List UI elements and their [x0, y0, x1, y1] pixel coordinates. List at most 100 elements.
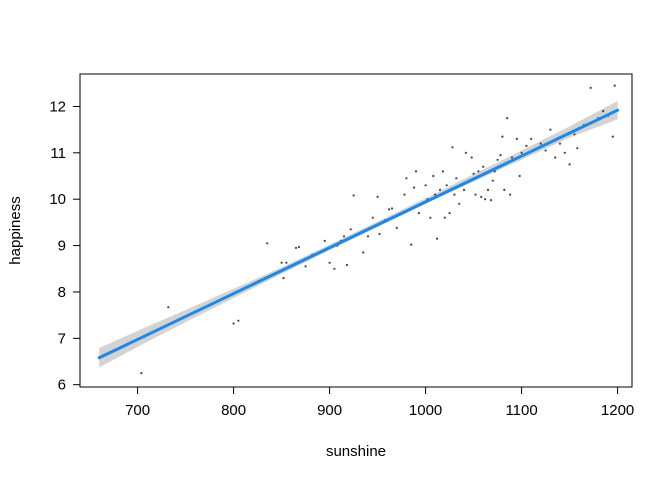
data-point	[417, 212, 420, 215]
data-point	[362, 251, 365, 254]
data-point	[496, 158, 499, 161]
data-point	[443, 216, 446, 219]
data-point	[328, 261, 331, 264]
data-point	[266, 242, 269, 245]
data-point	[405, 177, 408, 180]
x-axis-title: sunshine	[326, 443, 386, 460]
data-point	[390, 207, 394, 210]
data-point	[434, 193, 437, 196]
y-tick-label: 12	[49, 98, 66, 115]
x-tick-label: 1200	[601, 402, 634, 419]
y-tick-label: 8	[58, 284, 66, 301]
data-point	[304, 265, 307, 268]
data-point	[462, 188, 466, 191]
data-point	[333, 267, 336, 270]
fit-line-layer	[97, 108, 620, 360]
x-tick-label: 1000	[409, 402, 442, 419]
data-point	[438, 188, 442, 191]
data-point	[515, 137, 518, 140]
data-point	[503, 188, 506, 191]
x-axis: 700 800 900 1000 1100 1200	[125, 386, 634, 419]
fit-line	[97, 108, 620, 360]
data-point	[413, 186, 416, 189]
data-point	[294, 246, 298, 249]
data-point	[441, 170, 444, 173]
y-axis: 6 7 8 9 10 11 12	[49, 98, 81, 394]
data-point	[140, 372, 143, 375]
data-point	[613, 84, 616, 87]
data-point	[424, 184, 427, 187]
data-point	[414, 170, 418, 173]
data-point	[489, 199, 492, 202]
data-point	[568, 163, 571, 166]
data-point	[477, 170, 480, 173]
x-tick-label: 1100	[505, 402, 537, 419]
data-point	[352, 194, 355, 197]
data-point	[602, 110, 605, 113]
data-point	[323, 239, 326, 242]
data-point	[282, 276, 285, 280]
data-point	[342, 235, 346, 238]
data-point	[410, 243, 413, 246]
data-point	[458, 202, 461, 205]
data-point	[436, 237, 439, 240]
data-point	[563, 151, 566, 154]
x-tick-label: 900	[317, 402, 342, 419]
data-point	[576, 147, 579, 150]
data-point	[549, 128, 552, 131]
data-point	[539, 142, 542, 145]
data-point	[455, 177, 458, 180]
data-point	[518, 174, 521, 178]
data-point	[232, 322, 235, 325]
data-point	[237, 319, 240, 322]
x-tick-label: 800	[221, 402, 246, 419]
data-point	[345, 263, 348, 267]
data-point	[544, 149, 547, 152]
data-point	[451, 146, 454, 149]
data-point	[167, 306, 170, 309]
data-point	[472, 172, 475, 175]
data-point	[501, 135, 504, 138]
data-point	[448, 212, 451, 215]
y-tick-label: 11	[50, 145, 66, 162]
y-tick-label: 10	[49, 191, 66, 208]
data-point	[280, 261, 283, 264]
data-point	[611, 135, 614, 138]
y-axis-title: happiness	[7, 196, 24, 264]
data-point	[589, 86, 592, 89]
data-point	[484, 198, 487, 201]
data-point	[395, 226, 398, 229]
y-tick-label: 9	[58, 238, 66, 255]
data-point	[493, 170, 496, 173]
data-point	[378, 232, 381, 236]
data-point	[530, 137, 533, 140]
data-point	[403, 193, 406, 196]
x-tick-label: 700	[125, 402, 150, 419]
data-point	[445, 184, 448, 187]
data-point	[480, 195, 483, 198]
data-point	[520, 151, 523, 154]
data-point	[509, 193, 512, 196]
data-point	[432, 174, 435, 178]
data-point	[558, 142, 562, 145]
data-point	[388, 208, 391, 211]
data-point	[371, 216, 374, 219]
data-point	[510, 156, 514, 159]
data-point	[285, 261, 288, 264]
data-point	[482, 165, 485, 168]
data-point	[506, 117, 509, 120]
data-point	[453, 193, 456, 196]
data-point	[573, 133, 576, 136]
data-point	[366, 235, 370, 238]
data-point	[499, 154, 502, 157]
data-point	[486, 188, 490, 191]
y-tick-label: 7	[58, 330, 66, 347]
y-tick-label: 6	[58, 377, 66, 394]
data-point	[429, 216, 432, 219]
data-point	[470, 156, 473, 159]
data-point	[376, 195, 379, 198]
data-point	[554, 156, 557, 159]
data-point	[464, 151, 467, 154]
